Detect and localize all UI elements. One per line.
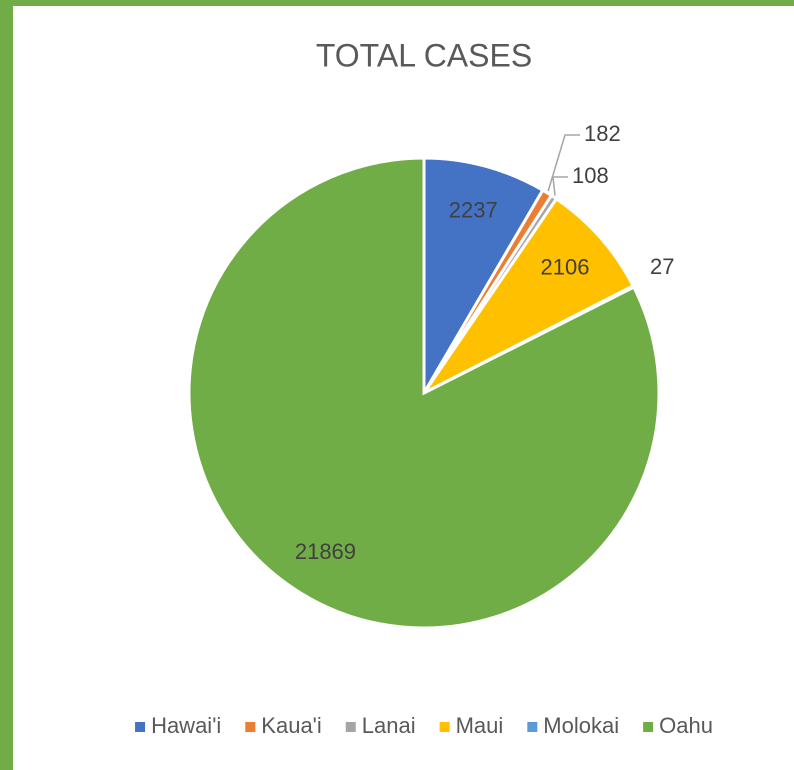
legend-label: Kaua'i: [261, 713, 321, 738]
legend-marker: [135, 722, 146, 732]
legend-marker: [245, 722, 256, 732]
legend-marker: [345, 722, 356, 732]
pie-slice: [187, 156, 661, 630]
legend-label: Molokai: [543, 713, 619, 738]
pie-slice: [422, 156, 545, 399]
legend-marker: [643, 722, 654, 732]
pie-slice: [422, 196, 636, 395]
legend-label: Lanai: [362, 713, 416, 738]
chart-title: TOTAL CASES: [316, 37, 532, 73]
data-label: 21869: [295, 539, 356, 564]
data-label: 27: [650, 254, 674, 279]
leader-line: [547, 134, 580, 192]
legend-label: Maui: [456, 713, 504, 738]
legend-marker: [527, 722, 538, 732]
legend-label: Hawai'i: [151, 713, 221, 738]
data-label: 2237: [449, 197, 498, 222]
data-label: 2106: [541, 254, 590, 279]
data-label: 182: [584, 121, 621, 146]
legend-marker: [439, 722, 450, 732]
data-label: 108: [572, 163, 609, 188]
legend-label: Oahu: [659, 713, 713, 738]
leader-line: [552, 176, 568, 196]
